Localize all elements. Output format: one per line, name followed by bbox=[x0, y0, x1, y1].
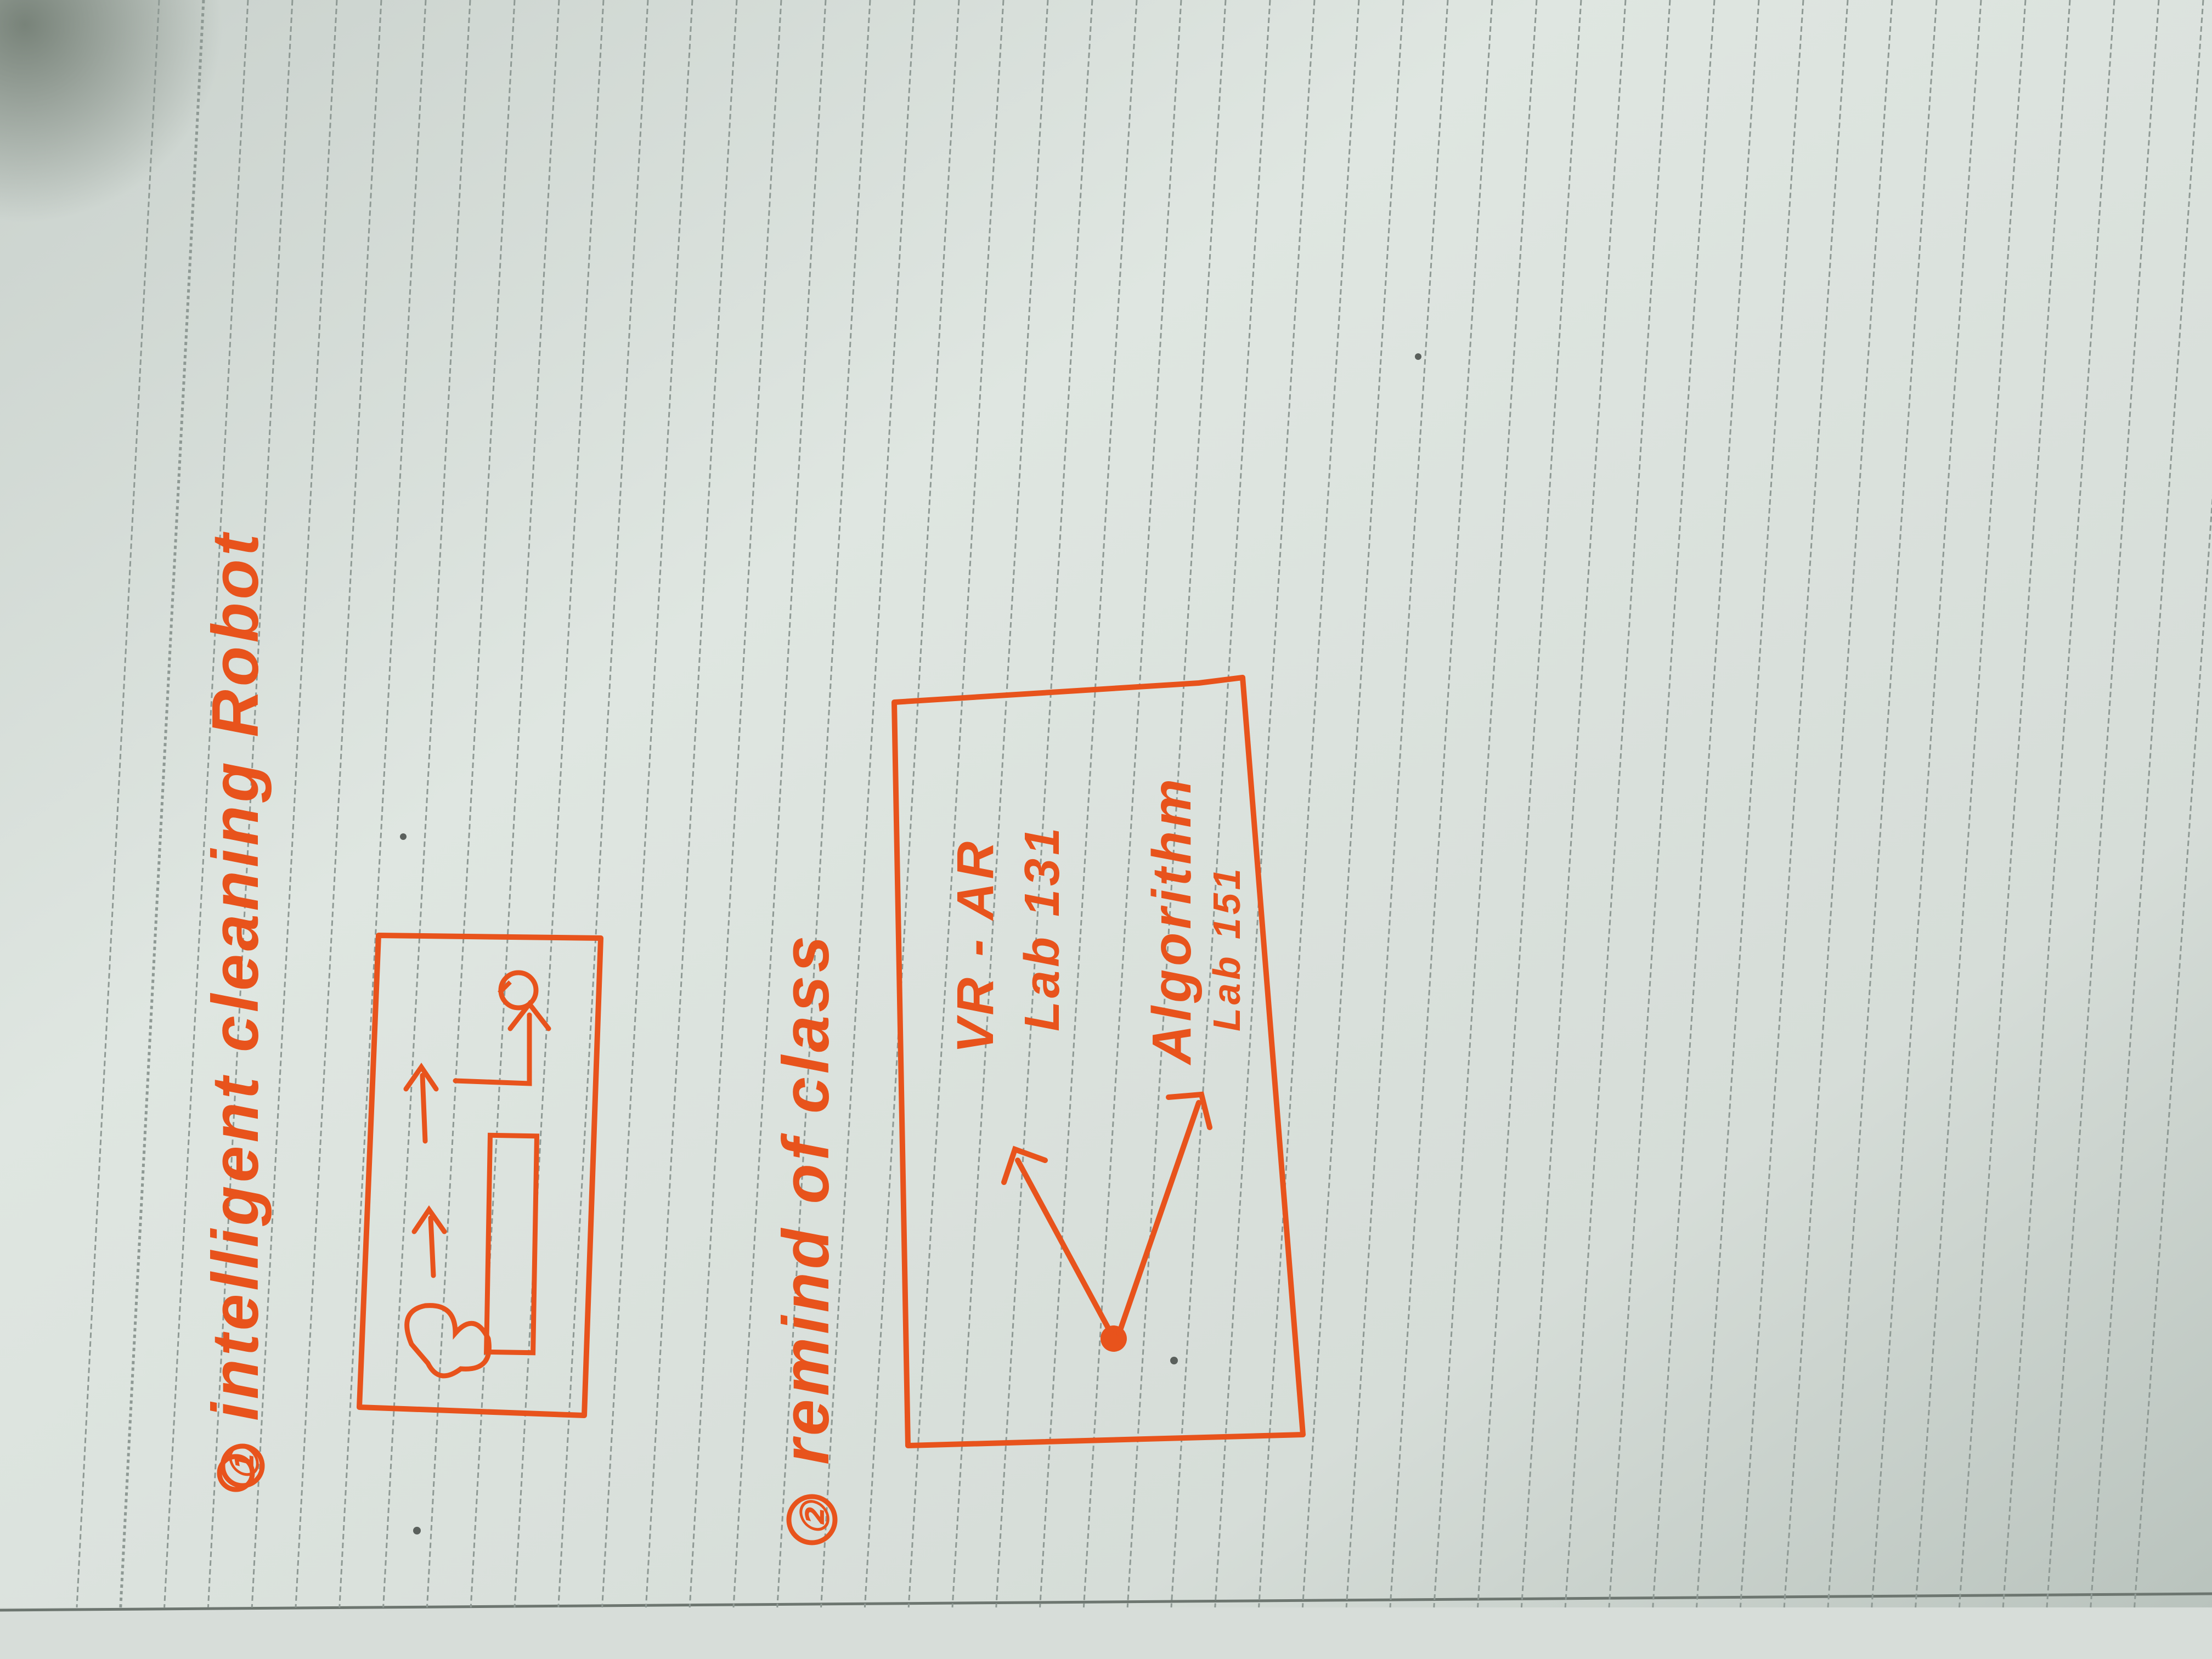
idea-2-left-label-line1: VR - AR bbox=[946, 838, 1005, 1053]
idea-2-branch-arrows bbox=[1001, 1091, 1212, 1336]
idea-1-circle-tick bbox=[498, 980, 512, 995]
idea-1-robot-shape bbox=[404, 1303, 492, 1379]
ruled-line bbox=[1301, 0, 1404, 1608]
ruled-lines bbox=[76, 0, 2212, 1608]
ruled-line bbox=[1652, 0, 1760, 1608]
paper-speck bbox=[1170, 1357, 1178, 1364]
ruled-line bbox=[1345, 0, 1449, 1608]
ruled-line bbox=[1082, 0, 1182, 1608]
ruled-line bbox=[907, 0, 1005, 1608]
ruled-line bbox=[295, 0, 382, 1608]
ruled-line bbox=[1389, 0, 1493, 1608]
idea-1-inner-rect bbox=[484, 1132, 540, 1356]
ruled-line bbox=[1170, 0, 1271, 1608]
ruled-line bbox=[1608, 0, 1716, 1608]
ruled-line bbox=[1258, 0, 1360, 1608]
ruled-line bbox=[251, 0, 338, 1608]
ruled-line bbox=[207, 0, 294, 1608]
idea-2-right-label-line1: Algorithm bbox=[1141, 776, 1203, 1066]
ruled-line bbox=[1477, 0, 1582, 1608]
page-bottom-edge bbox=[0, 1607, 2212, 1659]
idea-2-right-label-line2: Lab 151 bbox=[1205, 865, 1248, 1031]
ruled-line bbox=[514, 0, 605, 1608]
idea-2-title: remind of class bbox=[769, 933, 843, 1465]
paper-speck bbox=[400, 833, 407, 840]
idea-1-sketch-box bbox=[357, 933, 603, 1418]
idea-1-number: ① bbox=[223, 1443, 266, 1481]
ruled-line bbox=[557, 0, 649, 1608]
ruled-line bbox=[820, 0, 916, 1608]
ruled-line bbox=[2046, 0, 2160, 1608]
ruled-line bbox=[2002, 0, 2115, 1608]
paper-speck bbox=[413, 1527, 421, 1534]
paper-speck bbox=[1415, 353, 1421, 360]
idea-2-sketch-box bbox=[891, 675, 1306, 1448]
idea-1-title: intelligent cleaning Robot bbox=[199, 531, 272, 1421]
ruled-line bbox=[689, 0, 782, 1608]
ruled-line bbox=[426, 0, 516, 1608]
ruled-line bbox=[1827, 0, 1938, 1608]
ruled-line bbox=[382, 0, 471, 1608]
ruled-line bbox=[732, 0, 827, 1608]
ruled-line bbox=[1915, 0, 2027, 1608]
ruled-line bbox=[864, 0, 960, 1608]
ruled-line bbox=[1564, 0, 1671, 1608]
ruled-line bbox=[601, 0, 693, 1608]
ruled-line bbox=[470, 0, 560, 1608]
ruled-line bbox=[995, 0, 1093, 1608]
ruled-line bbox=[1214, 0, 1316, 1608]
ruled-line bbox=[951, 0, 1049, 1608]
ruled-line bbox=[163, 0, 249, 1608]
idea-1-block: ① intelligent cleaning Robot bbox=[199, 531, 603, 1492]
idea-1-scribble-mark bbox=[217, 1454, 255, 1492]
ruled-line bbox=[776, 0, 871, 1608]
ruled-line bbox=[1433, 0, 1538, 1608]
ruled-line bbox=[119, 0, 205, 1608]
ruled-line bbox=[1520, 0, 1627, 1608]
ruled-line bbox=[1039, 0, 1138, 1608]
ruled-line bbox=[1783, 0, 1893, 1608]
page-edge-line bbox=[0, 1592, 2212, 1612]
corner-shadow bbox=[0, 0, 494, 494]
idea-2-number-badge bbox=[786, 1494, 838, 1545]
ruled-line bbox=[1871, 0, 1982, 1608]
ruled-line bbox=[338, 0, 427, 1608]
ruled-line bbox=[645, 0, 738, 1608]
ruled-line bbox=[76, 0, 160, 1608]
idea-2-number: ② bbox=[794, 1498, 837, 1536]
ruled-line bbox=[1958, 0, 2071, 1608]
ruled-line bbox=[2090, 0, 2204, 1608]
ruled-line bbox=[1739, 0, 1849, 1608]
ruled-line bbox=[1126, 0, 1227, 1608]
idea-2-block: ② remind of class VR - AR Lab 131 Algori… bbox=[769, 675, 1306, 1545]
idea-2-left-label-line2: Lab 131 bbox=[1015, 825, 1070, 1031]
ruled-line bbox=[1696, 0, 1804, 1608]
